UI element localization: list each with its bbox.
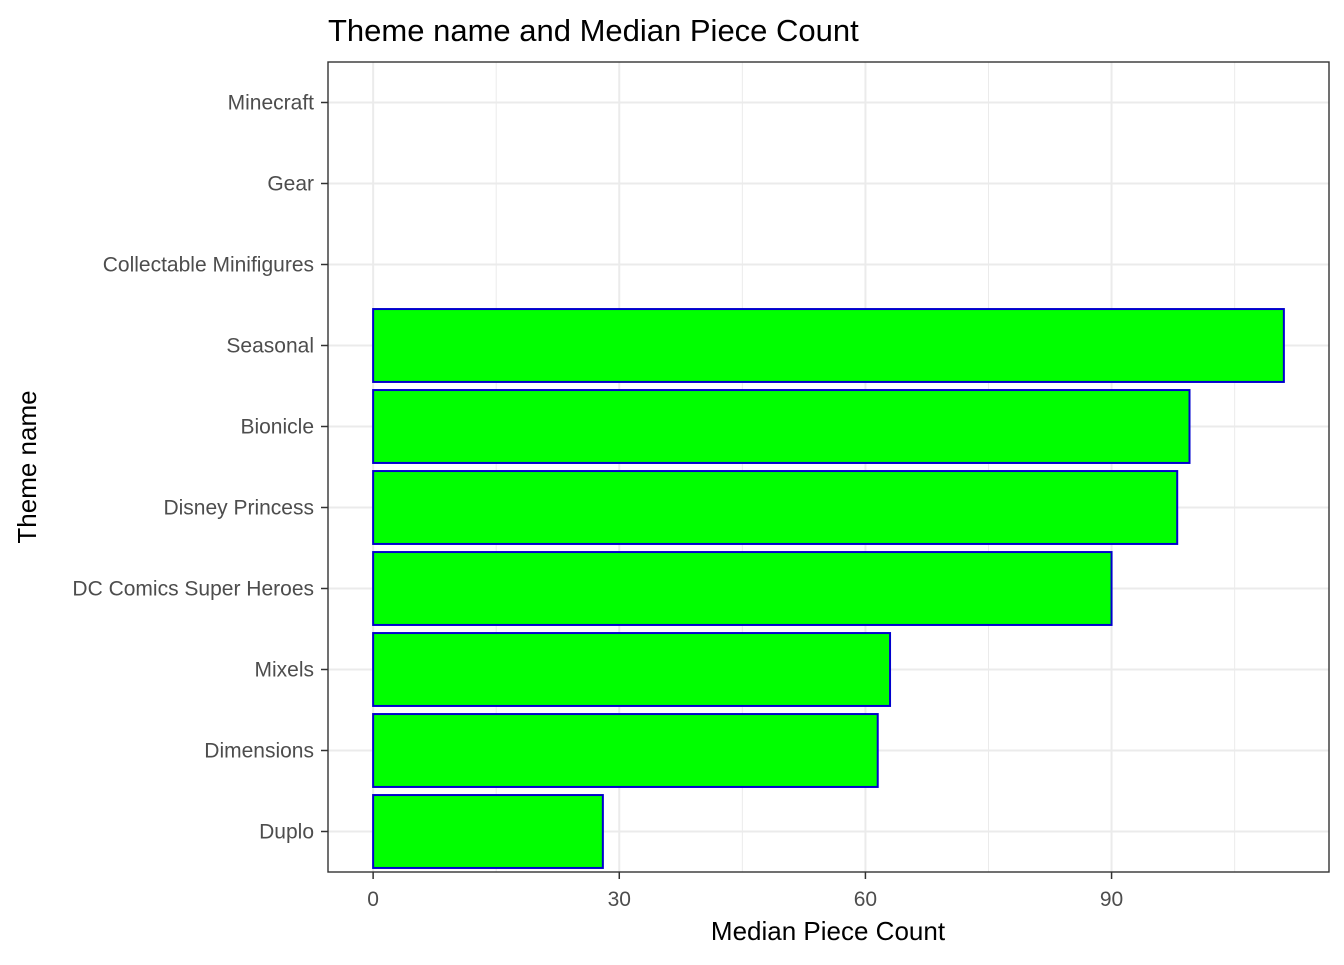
y-axis: Minecraft Gear Collectable Minifigures Seas… <box>72 92 328 844</box>
bar <box>372 470 1179 545</box>
x-tick-label: 30 <box>608 888 631 911</box>
y-tick-label: Minecraft <box>228 92 315 115</box>
x-axis: 0 30 60 90 <box>367 872 1123 911</box>
y-tick-label: DC Comics Super Heroes <box>72 578 314 601</box>
bar <box>372 389 1191 464</box>
y-axis-title: Theme name <box>12 390 42 543</box>
y-tick-label: Seasonal <box>226 335 314 358</box>
bar <box>372 632 892 707</box>
y-tick-label: Duplo <box>259 821 314 844</box>
bar <box>372 308 1285 383</box>
x-tick-label: 90 <box>1100 888 1123 911</box>
y-tick-label: Collectable Minifigures <box>103 254 314 277</box>
x-tick-label: 0 <box>367 888 379 911</box>
y-tick-label: Gear <box>267 173 314 196</box>
x-tick-label: 60 <box>854 888 877 911</box>
bars-layer <box>372 308 1285 869</box>
x-axis-title: Median Piece Count <box>711 916 946 946</box>
bar <box>372 551 1113 626</box>
bar <box>372 794 604 869</box>
y-tick-label: Dimensions <box>204 740 314 763</box>
y-tick-label: Mixels <box>254 659 314 682</box>
bar <box>372 713 879 788</box>
y-tick-label: Disney Princess <box>163 497 314 520</box>
y-tick-label: Bionicle <box>240 416 314 439</box>
panel-border <box>327 61 1330 873</box>
chart-title: Theme name and Median Piece Count <box>328 13 859 48</box>
